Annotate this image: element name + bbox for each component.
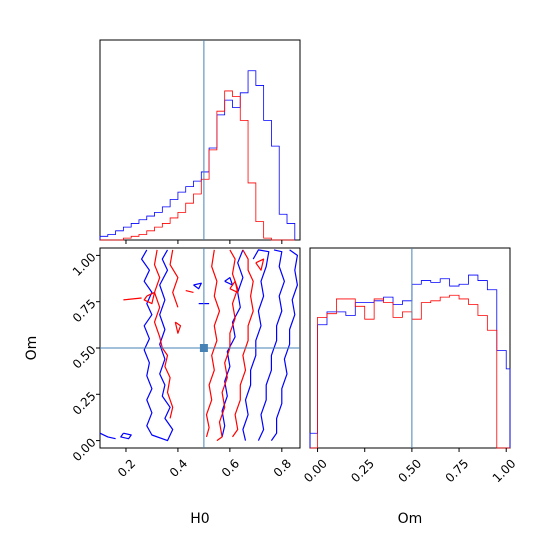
hist-Om-tick-label-1: 0.25 xyxy=(348,456,377,485)
hist-Om-x-ticks: 0.00 0.25 0.50 0.75 1.00 xyxy=(301,448,519,485)
contour-x-ticks: 0.2 0.4 0.6 0.8 xyxy=(115,448,294,480)
contour-blue-line-3 xyxy=(257,249,285,441)
hist-Om-blue-series xyxy=(309,274,511,448)
contour-blue-line-8 xyxy=(193,282,202,290)
contour-red-line-11 xyxy=(123,297,142,301)
contour-red-line-13 xyxy=(169,249,179,308)
panel-contour: 0.2 0.4 0.6 0.8 0.00 0.25 0.50 0.75 1.00 H0 Om xyxy=(24,247,301,527)
panel-hist-H0-frame xyxy=(99,39,301,241)
contour-red-line-14 xyxy=(174,321,182,334)
hist-Om-tick-label-4: 1.00 xyxy=(490,456,519,485)
contour-blue-line-2 xyxy=(242,249,270,441)
hist-Om-x-label: Om xyxy=(398,511,423,527)
contour-red-line-20 xyxy=(229,280,239,293)
hist-Om-tick-label-3: 0.75 xyxy=(443,456,472,485)
contour-x-tick-label-0: 0.2 xyxy=(115,456,138,479)
contour-red-line-15 xyxy=(185,290,194,293)
contour-blue-line-1 xyxy=(221,249,244,438)
contour-x-tick-label-3: 0.8 xyxy=(271,456,294,479)
hist-Om-red-series xyxy=(310,294,510,449)
contour-red-line-18 xyxy=(232,249,254,438)
contour-blue-line-0 xyxy=(141,249,174,442)
contour-y-tick-label-4: 1.00 xyxy=(70,250,99,279)
contour-blue-line-9 xyxy=(224,277,234,286)
hist-Om-plot xyxy=(309,248,511,449)
hist-H0-plot xyxy=(99,40,296,241)
panel-hist-Om-frame xyxy=(309,247,511,449)
contour-y-ticks: 0.00 0.25 0.50 0.75 1.00 xyxy=(70,250,100,464)
panel-hist-H0 xyxy=(99,39,301,244)
hist-Om-tick-label-0: 0.00 xyxy=(301,456,330,485)
contour-blue-line-4 xyxy=(270,249,298,441)
hist-H0-blue-series xyxy=(99,70,296,240)
contour-x-tick-label-1: 0.4 xyxy=(167,456,190,479)
contour-plot xyxy=(100,248,300,448)
contour-lines xyxy=(100,249,298,442)
truth-marker xyxy=(199,344,208,352)
contour-y-tick-label-1: 0.25 xyxy=(70,389,99,418)
hist-Om-tick-label-2: 0.50 xyxy=(395,456,424,485)
contour-red-line-17 xyxy=(216,249,239,442)
panel-hist-Om: 0.00 0.25 0.50 0.75 1.00 Om xyxy=(301,247,519,527)
contour-red-line-12 xyxy=(143,291,156,305)
contour-y-tick-label-3: 0.75 xyxy=(70,296,99,325)
contour-x-tick-label-2: 0.6 xyxy=(219,456,242,479)
contour-y-tick-label-0: 0.00 xyxy=(70,435,99,464)
hist-H0-red-series xyxy=(100,90,295,241)
contour-y-label: Om xyxy=(24,336,40,361)
contour-x-label: H0 xyxy=(190,511,209,527)
contour-blue-line-5 xyxy=(100,432,116,440)
contour-blue-line-6 xyxy=(120,432,132,440)
contour-red-line-16 xyxy=(205,249,221,438)
contour-red-line-10 xyxy=(153,249,174,419)
contour-red-line-19 xyxy=(255,258,265,271)
contour-y-tick-label-2: 0.50 xyxy=(70,343,99,372)
hist-H0-ticks xyxy=(125,240,283,244)
